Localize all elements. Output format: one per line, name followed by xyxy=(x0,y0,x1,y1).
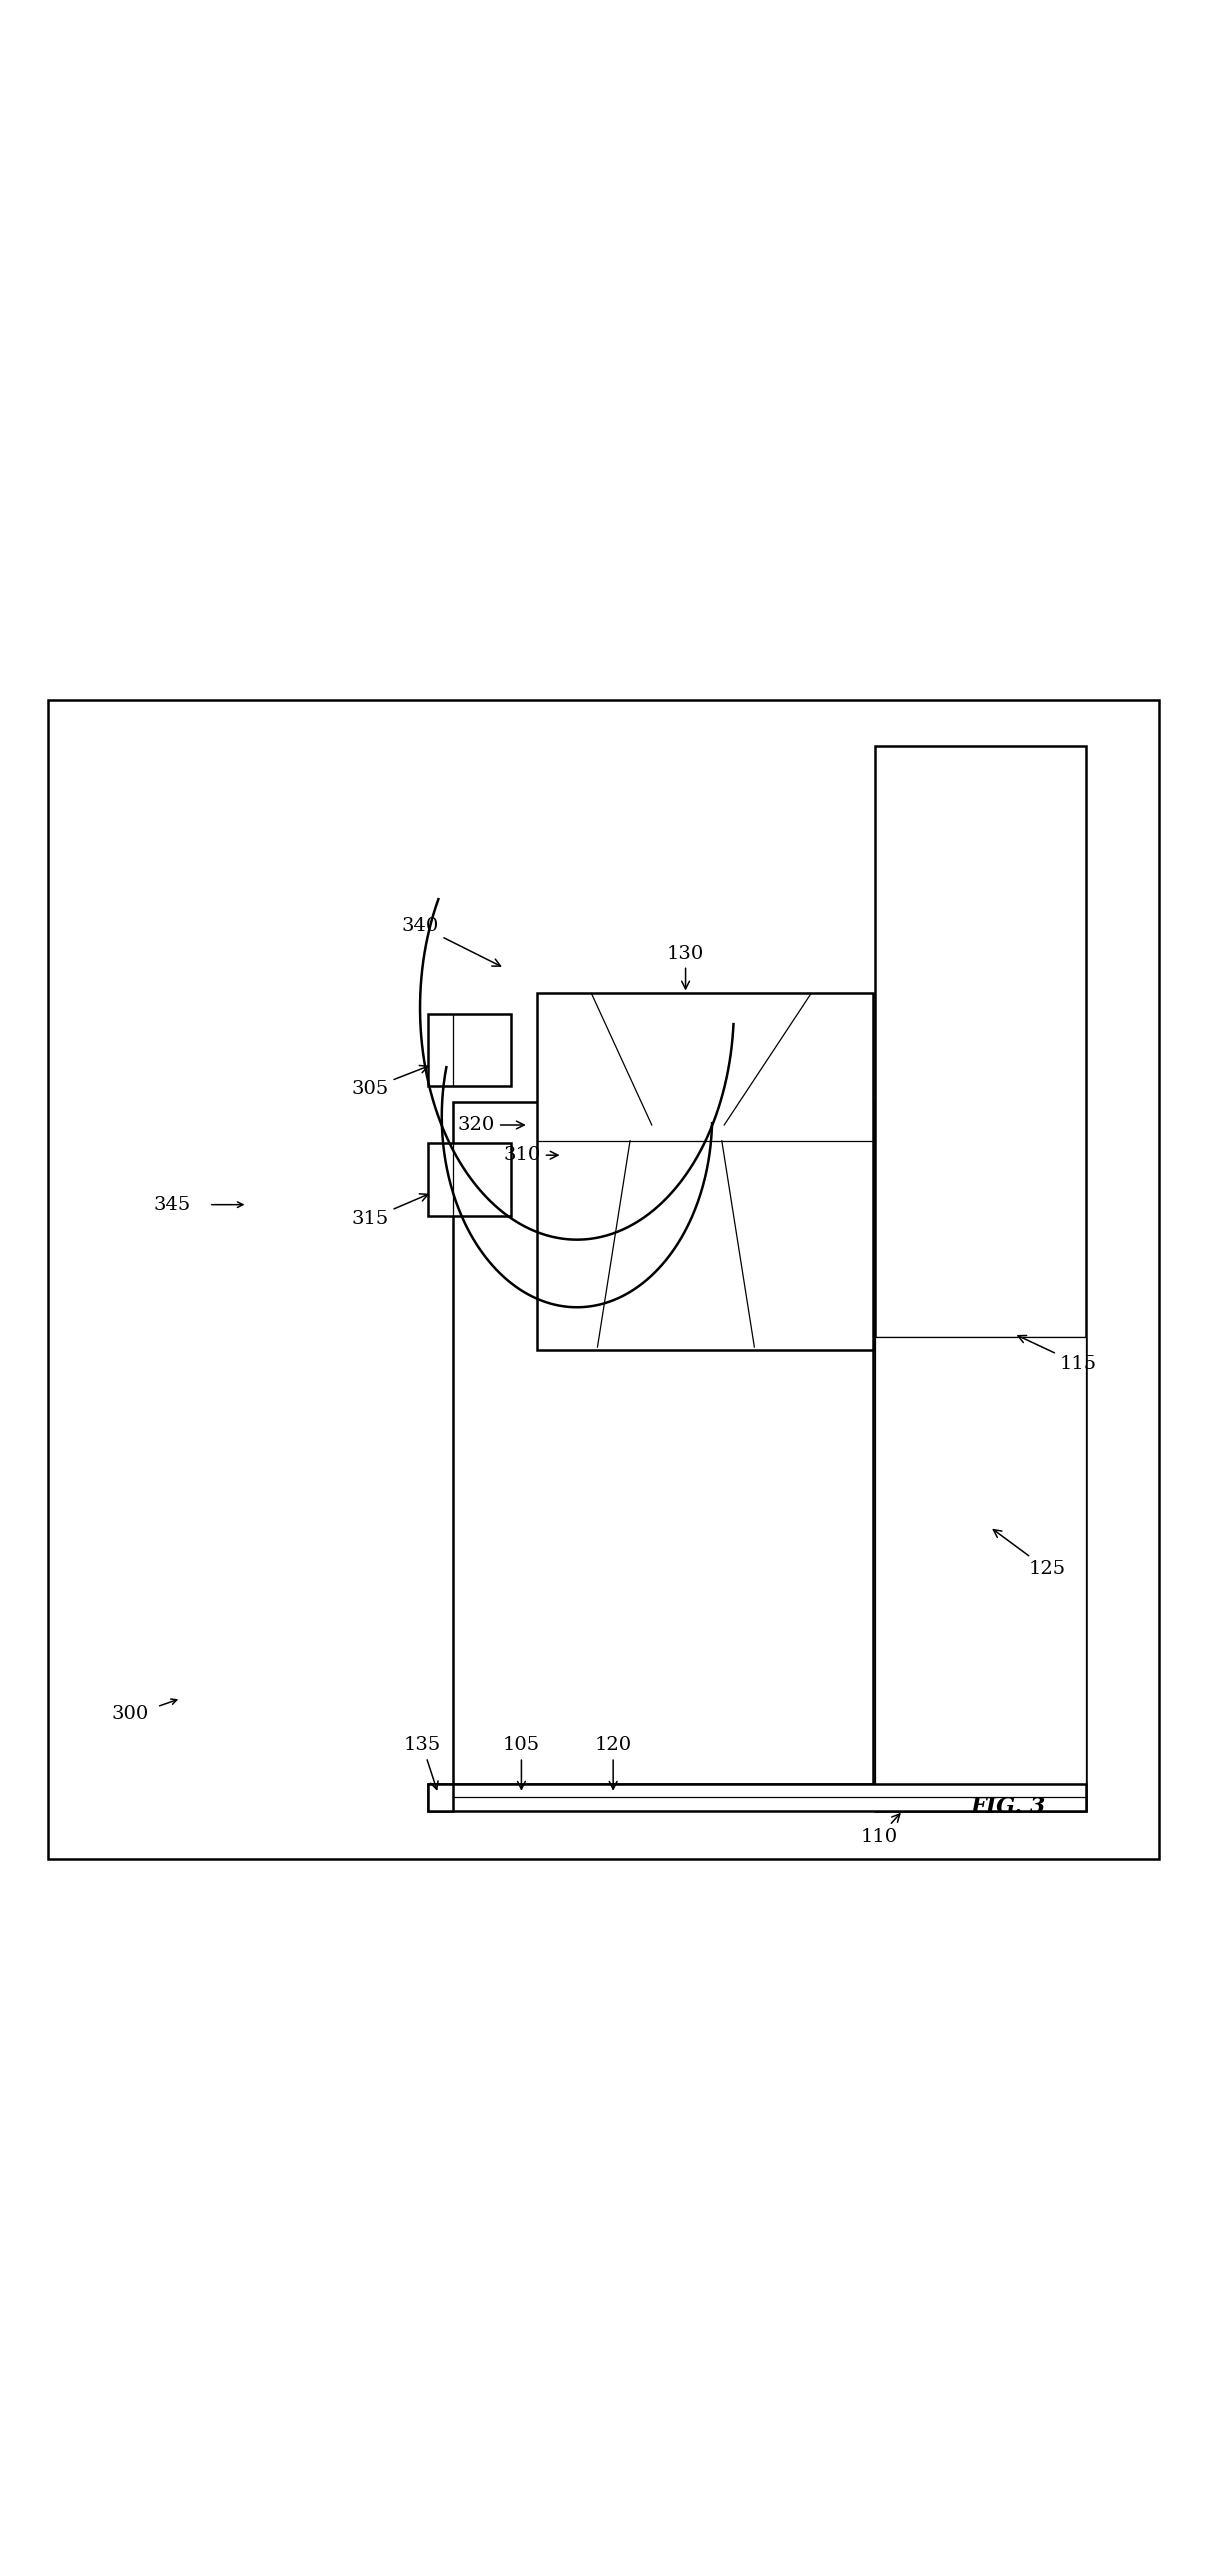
Text: FIG. 3: FIG. 3 xyxy=(970,1796,1045,1817)
Text: 130: 130 xyxy=(667,944,704,988)
Text: 115: 115 xyxy=(1018,1336,1097,1374)
Text: 305: 305 xyxy=(351,1065,428,1098)
Text: 300: 300 xyxy=(112,1704,148,1722)
Bar xyxy=(428,1784,1086,1812)
Text: 105: 105 xyxy=(503,1738,540,1789)
Bar xyxy=(875,1338,1086,1784)
Bar xyxy=(428,1013,511,1088)
Text: 345: 345 xyxy=(154,1195,191,1213)
Text: 340: 340 xyxy=(402,916,501,967)
Text: 125: 125 xyxy=(993,1530,1066,1579)
Text: 310: 310 xyxy=(503,1146,558,1164)
Text: 120: 120 xyxy=(595,1738,631,1789)
Text: 110: 110 xyxy=(861,1814,900,1845)
Text: 320: 320 xyxy=(457,1116,524,1134)
Text: 135: 135 xyxy=(404,1738,441,1789)
Bar xyxy=(428,1784,453,1812)
Bar xyxy=(453,1103,873,1784)
Bar xyxy=(875,747,1086,1812)
Text: 315: 315 xyxy=(351,1195,428,1228)
Bar xyxy=(537,993,873,1349)
Bar xyxy=(428,1144,511,1216)
